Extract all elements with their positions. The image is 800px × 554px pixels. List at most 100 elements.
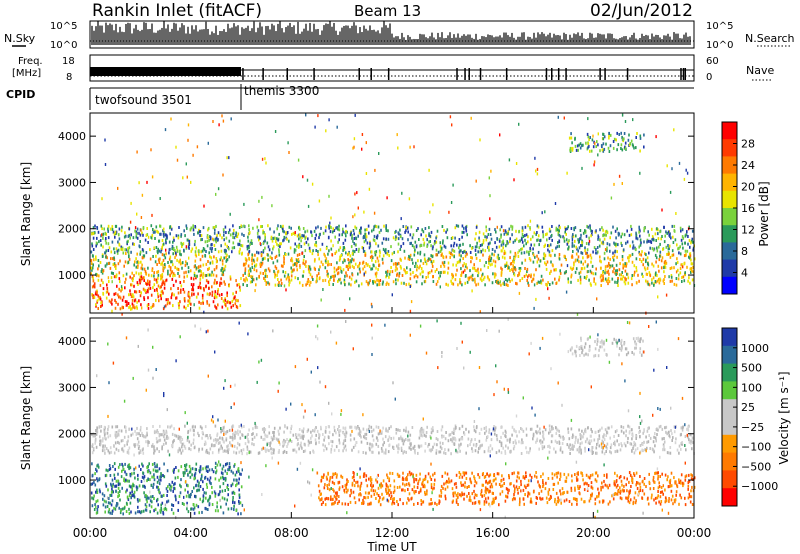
- heatmap-cell: [232, 236, 234, 239]
- heatmap-cell: [525, 433, 528, 437]
- heatmap-cell: [374, 224, 376, 228]
- heatmap-cell: [459, 258, 461, 262]
- heatmap-cell: [353, 266, 355, 270]
- heatmap-cell: [327, 425, 330, 428]
- heatmap-cell: [503, 252, 506, 256]
- heatmap-cell: [671, 224, 674, 228]
- heatmap-cell: [542, 230, 544, 234]
- heatmap-cell: [335, 226, 337, 230]
- heatmap-cell: [260, 225, 262, 229]
- heatmap-cell: [691, 278, 694, 282]
- heatmap-cell: [431, 255, 434, 259]
- heatmap-cell: [501, 249, 503, 253]
- heatmap-cell: [194, 473, 196, 477]
- heatmap-cell: [574, 438, 577, 442]
- heatmap-cell: [333, 278, 335, 282]
- heatmap-cell: [267, 258, 269, 262]
- heatmap-cell: [612, 270, 614, 274]
- heatmap-cell: [462, 242, 464, 246]
- heatmap-cell: [602, 142, 605, 146]
- heatmap-cell: [159, 232, 161, 236]
- heatmap-cell: [191, 467, 194, 471]
- heatmap-cell: [364, 253, 366, 257]
- heatmap-cell: [601, 450, 604, 454]
- heatmap-cell: [513, 178, 515, 182]
- heatmap-cell: [508, 158, 511, 162]
- heatmap-cell: [172, 511, 175, 515]
- heatmap-cell: [474, 449, 477, 453]
- heatmap-cell: [107, 242, 110, 246]
- heatmap-cell: [188, 470, 191, 474]
- heatmap-cell: [558, 429, 560, 433]
- heatmap-cell: [207, 436, 209, 440]
- heatmap-cell: [215, 274, 218, 278]
- heatmap-cell: [144, 238, 147, 242]
- heatmap-cell: [171, 260, 173, 264]
- heatmap-cell: [264, 274, 267, 278]
- heatmap-cell: [327, 252, 329, 256]
- heatmap-cell: [664, 426, 666, 430]
- heatmap-cell: [139, 275, 142, 279]
- heatmap-cell: [582, 432, 585, 436]
- heatmap-cell: [137, 264, 139, 268]
- heatmap-cell: [177, 287, 179, 290]
- heatmap-cell: [494, 249, 496, 253]
- heatmap-cell: [558, 253, 561, 256]
- heatmap-cell: [107, 427, 109, 431]
- heatmap-cell: [518, 249, 521, 253]
- heatmap-cell: [462, 264, 464, 268]
- heatmap-cell: [120, 429, 123, 433]
- heatmap-cell: [632, 118, 634, 122]
- heatmap-cell: [204, 476, 206, 480]
- heatmap-cell: [224, 469, 227, 473]
- heatmap-cell: [692, 441, 694, 445]
- heatmap-cell: [667, 430, 670, 434]
- heatmap-cell: [172, 489, 174, 493]
- heatmap-cell: [620, 143, 623, 147]
- heatmap-cell: [615, 242, 617, 246]
- heatmap-cell: [251, 258, 253, 262]
- heatmap-cell: [664, 275, 666, 278]
- heatmap-cell: [581, 243, 583, 247]
- heatmap-cell: [174, 482, 176, 486]
- heatmap-cell: [207, 508, 209, 511]
- heatmap-cell: [500, 283, 502, 287]
- heatmap-cell: [621, 135, 623, 139]
- heatmap-cell: [600, 273, 603, 277]
- heatmap-cell: [264, 239, 266, 243]
- heatmap-cell: [205, 491, 207, 495]
- heatmap-cell: [681, 235, 684, 239]
- heatmap-cell: [153, 497, 155, 500]
- heatmap-cell: [374, 168, 376, 172]
- heatmap-cell: [222, 464, 225, 468]
- heatmap-cell: [453, 241, 456, 245]
- heatmap-cell: [689, 256, 691, 260]
- heatmap-cell: [532, 277, 535, 281]
- heatmap-cell: [112, 263, 115, 266]
- heatmap-cell: [598, 244, 601, 248]
- heatmap-cell: [668, 434, 670, 438]
- heatmap-cell: [163, 462, 165, 466]
- heatmap-cell: [155, 430, 158, 434]
- heatmap-cell: [287, 141, 289, 145]
- heatmap-cell: [375, 242, 377, 246]
- heatmap-cell: [460, 249, 462, 253]
- heatmap-cell: [247, 235, 249, 239]
- heatmap-cell: [643, 229, 645, 233]
- heatmap-cell: [98, 297, 100, 301]
- heatmap-cell: [354, 262, 357, 266]
- heatmap-cell: [663, 266, 665, 270]
- heatmap-cell: [186, 501, 188, 505]
- heatmap-cell: [111, 309, 113, 313]
- heatmap-cell: [170, 485, 173, 489]
- heatmap-cell: [136, 227, 139, 231]
- heatmap-cell: [365, 432, 368, 436]
- heatmap-cell: [290, 270, 293, 274]
- heatmap-cell: [140, 480, 143, 483]
- heatmap-cell: [559, 448, 562, 452]
- heatmap-cell: [100, 278, 103, 282]
- heatmap-cell: [569, 146, 572, 150]
- heatmap-cell: [215, 440, 217, 444]
- heatmap-cell: [596, 140, 598, 144]
- heatmap-cell: [129, 292, 132, 296]
